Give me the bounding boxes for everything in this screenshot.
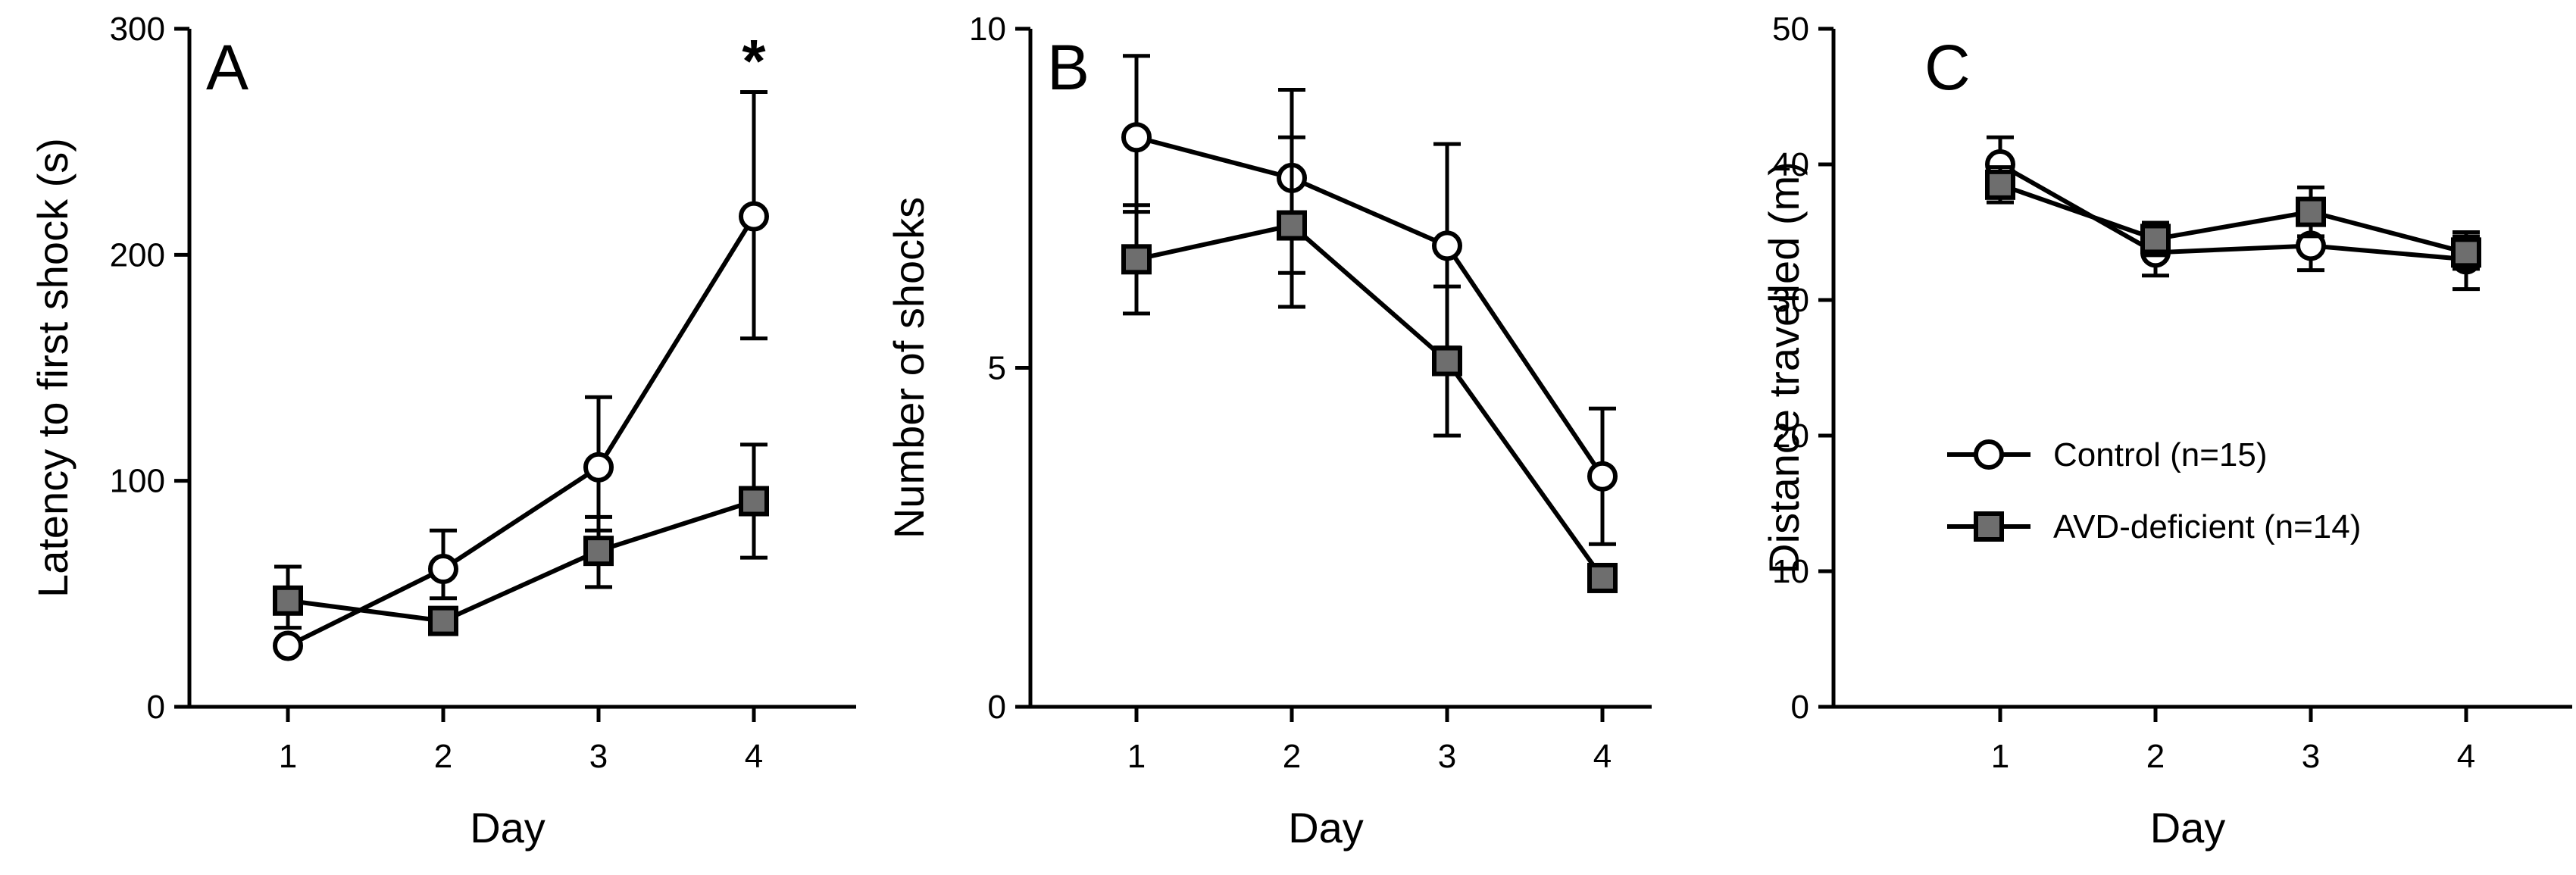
panel-letter: B — [1047, 32, 1089, 103]
data-point-avd-deficient — [1432, 345, 1462, 377]
y-tick-label: 300 — [110, 11, 165, 48]
x-tick-label: 4 — [745, 738, 763, 775]
avd-deficient-series-line — [287, 498, 755, 623]
control-series — [273, 90, 769, 661]
avd-deficient-series — [273, 442, 769, 636]
avd-deficient-series — [1121, 135, 1618, 593]
data-point-avd-deficient — [2140, 223, 2171, 255]
data-point-avd-deficient — [1277, 210, 1307, 241]
y-tick-label: 40 — [1772, 146, 1809, 183]
data-point-avd-deficient — [739, 486, 769, 517]
data-point-avd-deficient — [1985, 169, 2015, 200]
panel-letter: A — [206, 32, 249, 103]
panel-letter: C — [1924, 32, 1971, 103]
data-point-avd-deficient — [2451, 237, 2481, 268]
legend-marker-control — [1974, 439, 2004, 470]
data-point-avd-deficient — [583, 536, 614, 567]
y-axis-label: Latency to first shock (s) — [29, 138, 77, 598]
control-series-line — [1136, 135, 1605, 478]
control-series-line — [1999, 162, 2467, 262]
y-tick-label: 10 — [1772, 553, 1809, 590]
data-point-control — [1121, 122, 1152, 153]
data-point-control — [583, 452, 614, 483]
data-point-avd-deficient — [273, 585, 303, 616]
y-tick-label: 10 — [969, 11, 1006, 48]
x-tick-label: 3 — [589, 738, 608, 775]
x-axis-label: Day — [2150, 804, 2226, 852]
avd-deficient-series — [1985, 165, 2481, 271]
data-point-control — [428, 554, 458, 585]
avd-deficient-series-line — [1999, 183, 2467, 255]
y-axis-label: Number of shocks — [885, 197, 933, 539]
x-tick-label: 2 — [1283, 738, 1301, 775]
data-point-avd-deficient — [2296, 196, 2326, 227]
x-tick-label: 2 — [2146, 738, 2165, 775]
data-point-control — [1587, 461, 1618, 492]
control-series — [1985, 135, 2481, 292]
x-tick-label: 1 — [279, 738, 297, 775]
panel-c: 0 10 20 30 40 50 1 2 3 4 Day Distance travelled (m)… — [1760, 11, 2572, 852]
data-point-avd-deficient — [428, 605, 458, 636]
y-axis-label: Distance travelled (m) — [1760, 161, 1808, 574]
data-point-control — [1432, 230, 1462, 261]
x-tick-label: 1 — [1991, 738, 2009, 775]
significance-asterisk: * — [742, 27, 766, 95]
data-point-control — [273, 630, 303, 661]
legend-label: AVD-deficient (n=14) — [2053, 508, 2361, 545]
y-tick-label: 0 — [147, 689, 165, 726]
x-tick-label: 3 — [1438, 738, 1456, 775]
y-tick-label: 30 — [1772, 282, 1809, 319]
y-tick-label: 5 — [988, 350, 1006, 387]
x-axis-label: Day — [1288, 804, 1364, 852]
control-series — [1121, 54, 1618, 546]
y-tick-label: 200 — [110, 236, 165, 273]
x-axis-label: Day — [470, 804, 546, 852]
panel-b: 0 5 10 1 2 3 4 Day Number of shocks B — [885, 11, 1652, 852]
data-point-avd-deficient — [1121, 244, 1152, 275]
legend-label: Control (n=15) — [2053, 436, 2267, 473]
panel-a: 0 100 200 300 1 2 3 4 Day Latency to first shock … — [29, 11, 856, 852]
y-tick-label: 0 — [988, 689, 1006, 726]
y-tick-label: 20 — [1772, 417, 1809, 455]
y-tick-label: 0 — [1791, 689, 1809, 726]
data-point-avd-deficient — [1587, 562, 1618, 593]
x-tick-label: 4 — [2457, 738, 2475, 775]
y-tick-label: 50 — [1772, 11, 1809, 48]
x-tick-label: 2 — [434, 738, 452, 775]
x-tick-label: 3 — [2302, 738, 2320, 775]
data-point-control — [739, 201, 769, 232]
avd-deficient-series-line — [1136, 223, 1605, 580]
x-tick-label: 4 — [1593, 738, 1612, 775]
control-series-line — [286, 215, 756, 648]
legend-marker-avd-deficient — [1974, 511, 2004, 542]
y-tick-label: 100 — [110, 463, 165, 500]
x-tick-label: 1 — [1127, 738, 1146, 775]
legend: Control (n=15) AVD-deficient (n=14) — [1947, 436, 2361, 545]
